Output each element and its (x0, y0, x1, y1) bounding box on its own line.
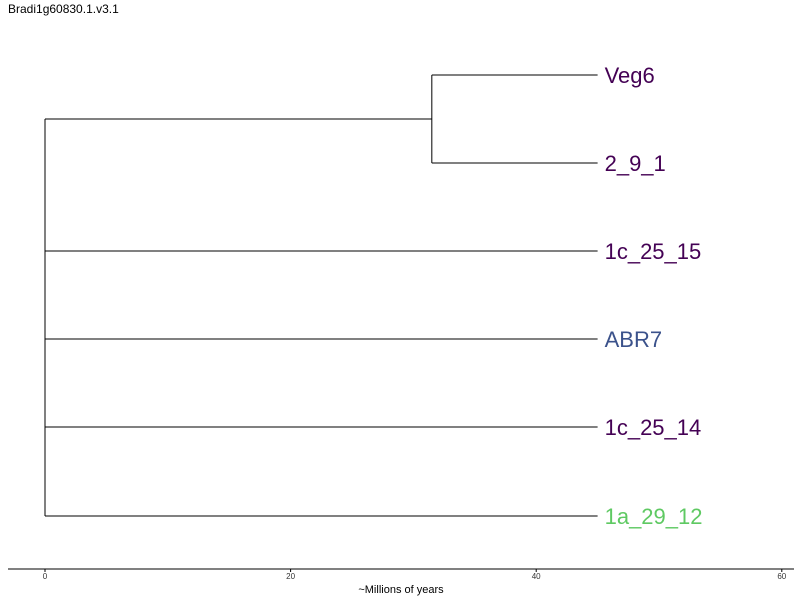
tree-title: Bradi1g60830.1.v3.1 (8, 2, 119, 16)
tip-label: 1a_29_12 (605, 504, 703, 529)
tip-label: 2_9_1 (605, 151, 666, 176)
tip-label: 1c_25_15 (605, 239, 702, 264)
time-axis: ~Millions of years 0 20 40 60 (8, 568, 794, 596)
tip-labels: Veg6 2_9_1 1c_25_15 ABR7 1c_25_14 1a_29_12 (605, 63, 703, 529)
axis-title: ~Millions of years (358, 584, 444, 596)
tip-label: 1c_25_14 (605, 415, 702, 440)
tip-label: Veg6 (605, 63, 655, 88)
axis-tick-label: 0 (43, 572, 48, 581)
axis-tick-label: 40 (532, 572, 541, 581)
tip-label: ABR7 (605, 327, 662, 352)
axis-tick-label: 60 (777, 572, 786, 581)
tree-branches (44, 74, 598, 517)
axis-tick-label: 20 (286, 572, 295, 581)
